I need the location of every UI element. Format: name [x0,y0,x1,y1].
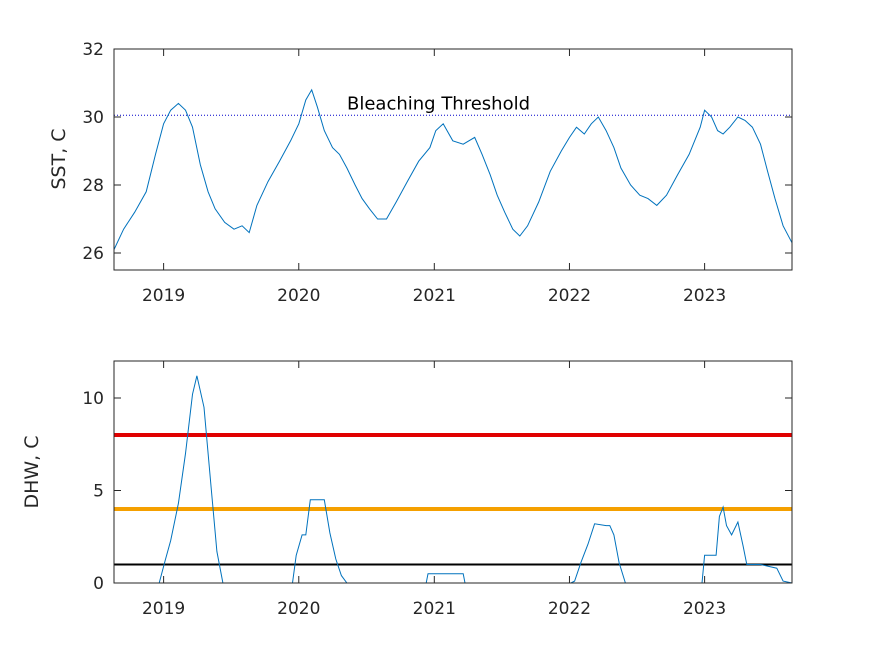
sst-y-tick-label: 32 [82,40,104,60]
sst-axes-box [113,48,793,271]
dhw-y-tick-label: 0 [93,574,104,594]
dhw-y-tick-label: 5 [93,482,104,502]
dhw-x-tick-label: 2020 [277,599,320,619]
sst-y-tick-label: 30 [82,108,104,128]
bleaching-threshold-label: Bleaching Threshold [347,93,530,114]
dhw-panel: 0 5 10 2019 2020 2021 2022 2023 DHW, C [21,360,793,619]
sst-plot-area [114,49,792,270]
sst-x-tick-label: 2019 [142,286,185,306]
dhw-x-tick-label: 2019 [142,599,185,619]
dhw-x-tick-label: 2022 [548,599,591,619]
sst-panel: Bleaching Threshold 26 28 30 32 2019 2020 202… [48,40,793,306]
dhw-axes-box [113,360,793,584]
sst-x-tick-label: 2021 [413,286,456,306]
dhw-y-axis-label: DHW, C [21,435,43,508]
sst-y-tick-label: 26 [82,244,104,264]
dhw-y-tick-label: 10 [82,389,104,409]
sst-x-tick-label: 2020 [277,286,320,306]
dhw-x-tick-label: 2023 [683,599,726,619]
sst-x-tick-label: 2023 [683,286,726,306]
dhw-plot-area [114,361,792,583]
dhw-series-line [114,375,793,584]
sst-series-line [113,88,793,250]
sst-y-axis-label: SST, C [48,128,70,189]
dhw-x-tick-label: 2021 [413,599,456,619]
sst-y-tick-label: 28 [82,176,104,196]
sst-x-tick-label: 2022 [548,286,591,306]
